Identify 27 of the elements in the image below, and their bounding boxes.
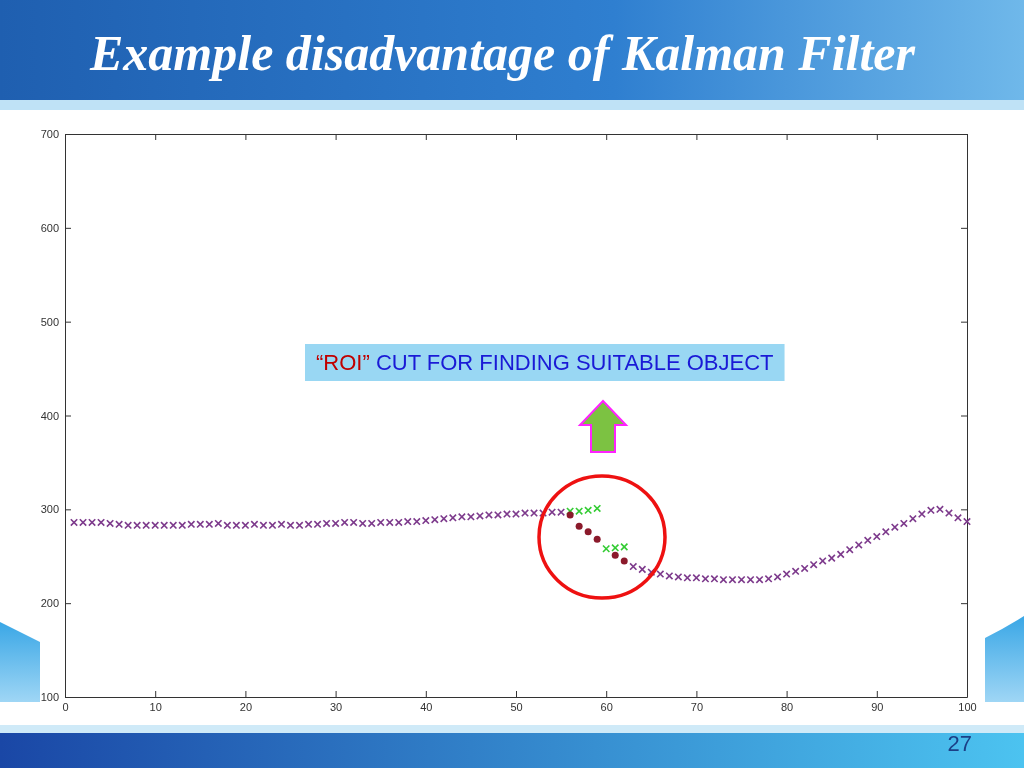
x-tick-label: 70 — [690, 700, 704, 713]
y-tick-label: 300 — [40, 503, 59, 516]
x-tick-label: 0 — [62, 700, 69, 713]
x-tick-label: 10 — [149, 700, 162, 713]
y-tick-label: 500 — [40, 315, 59, 328]
x-tick-label: 100 — [958, 700, 977, 713]
annotation: “ROI” CUT FOR FINDING SUITABLE OBJECT — [316, 350, 774, 375]
point — [611, 551, 619, 559]
x-tick-label: 60 — [600, 700, 613, 713]
point — [566, 511, 574, 519]
point — [575, 522, 583, 530]
x-tick-label: 50 — [510, 700, 523, 713]
y-tick-label: 600 — [40, 221, 59, 234]
point — [584, 528, 592, 536]
x-tick-label: 40 — [420, 700, 433, 713]
y-tick-label: 200 — [40, 597, 59, 610]
y-tick-label: 400 — [40, 409, 59, 422]
x-tick-label: 90 — [871, 700, 884, 713]
point — [620, 557, 628, 565]
chart-title: Example disadvantage of Kalman Filter — [89, 25, 916, 81]
x-tick-label: 30 — [329, 700, 343, 713]
x-tick-label: 20 — [239, 700, 253, 713]
text: 27 — [947, 731, 972, 756]
x-tick-label: 80 — [780, 700, 794, 713]
y-tick-label: 100 — [40, 691, 59, 704]
y-tick-label: 700 — [40, 128, 59, 141]
point — [593, 535, 601, 543]
